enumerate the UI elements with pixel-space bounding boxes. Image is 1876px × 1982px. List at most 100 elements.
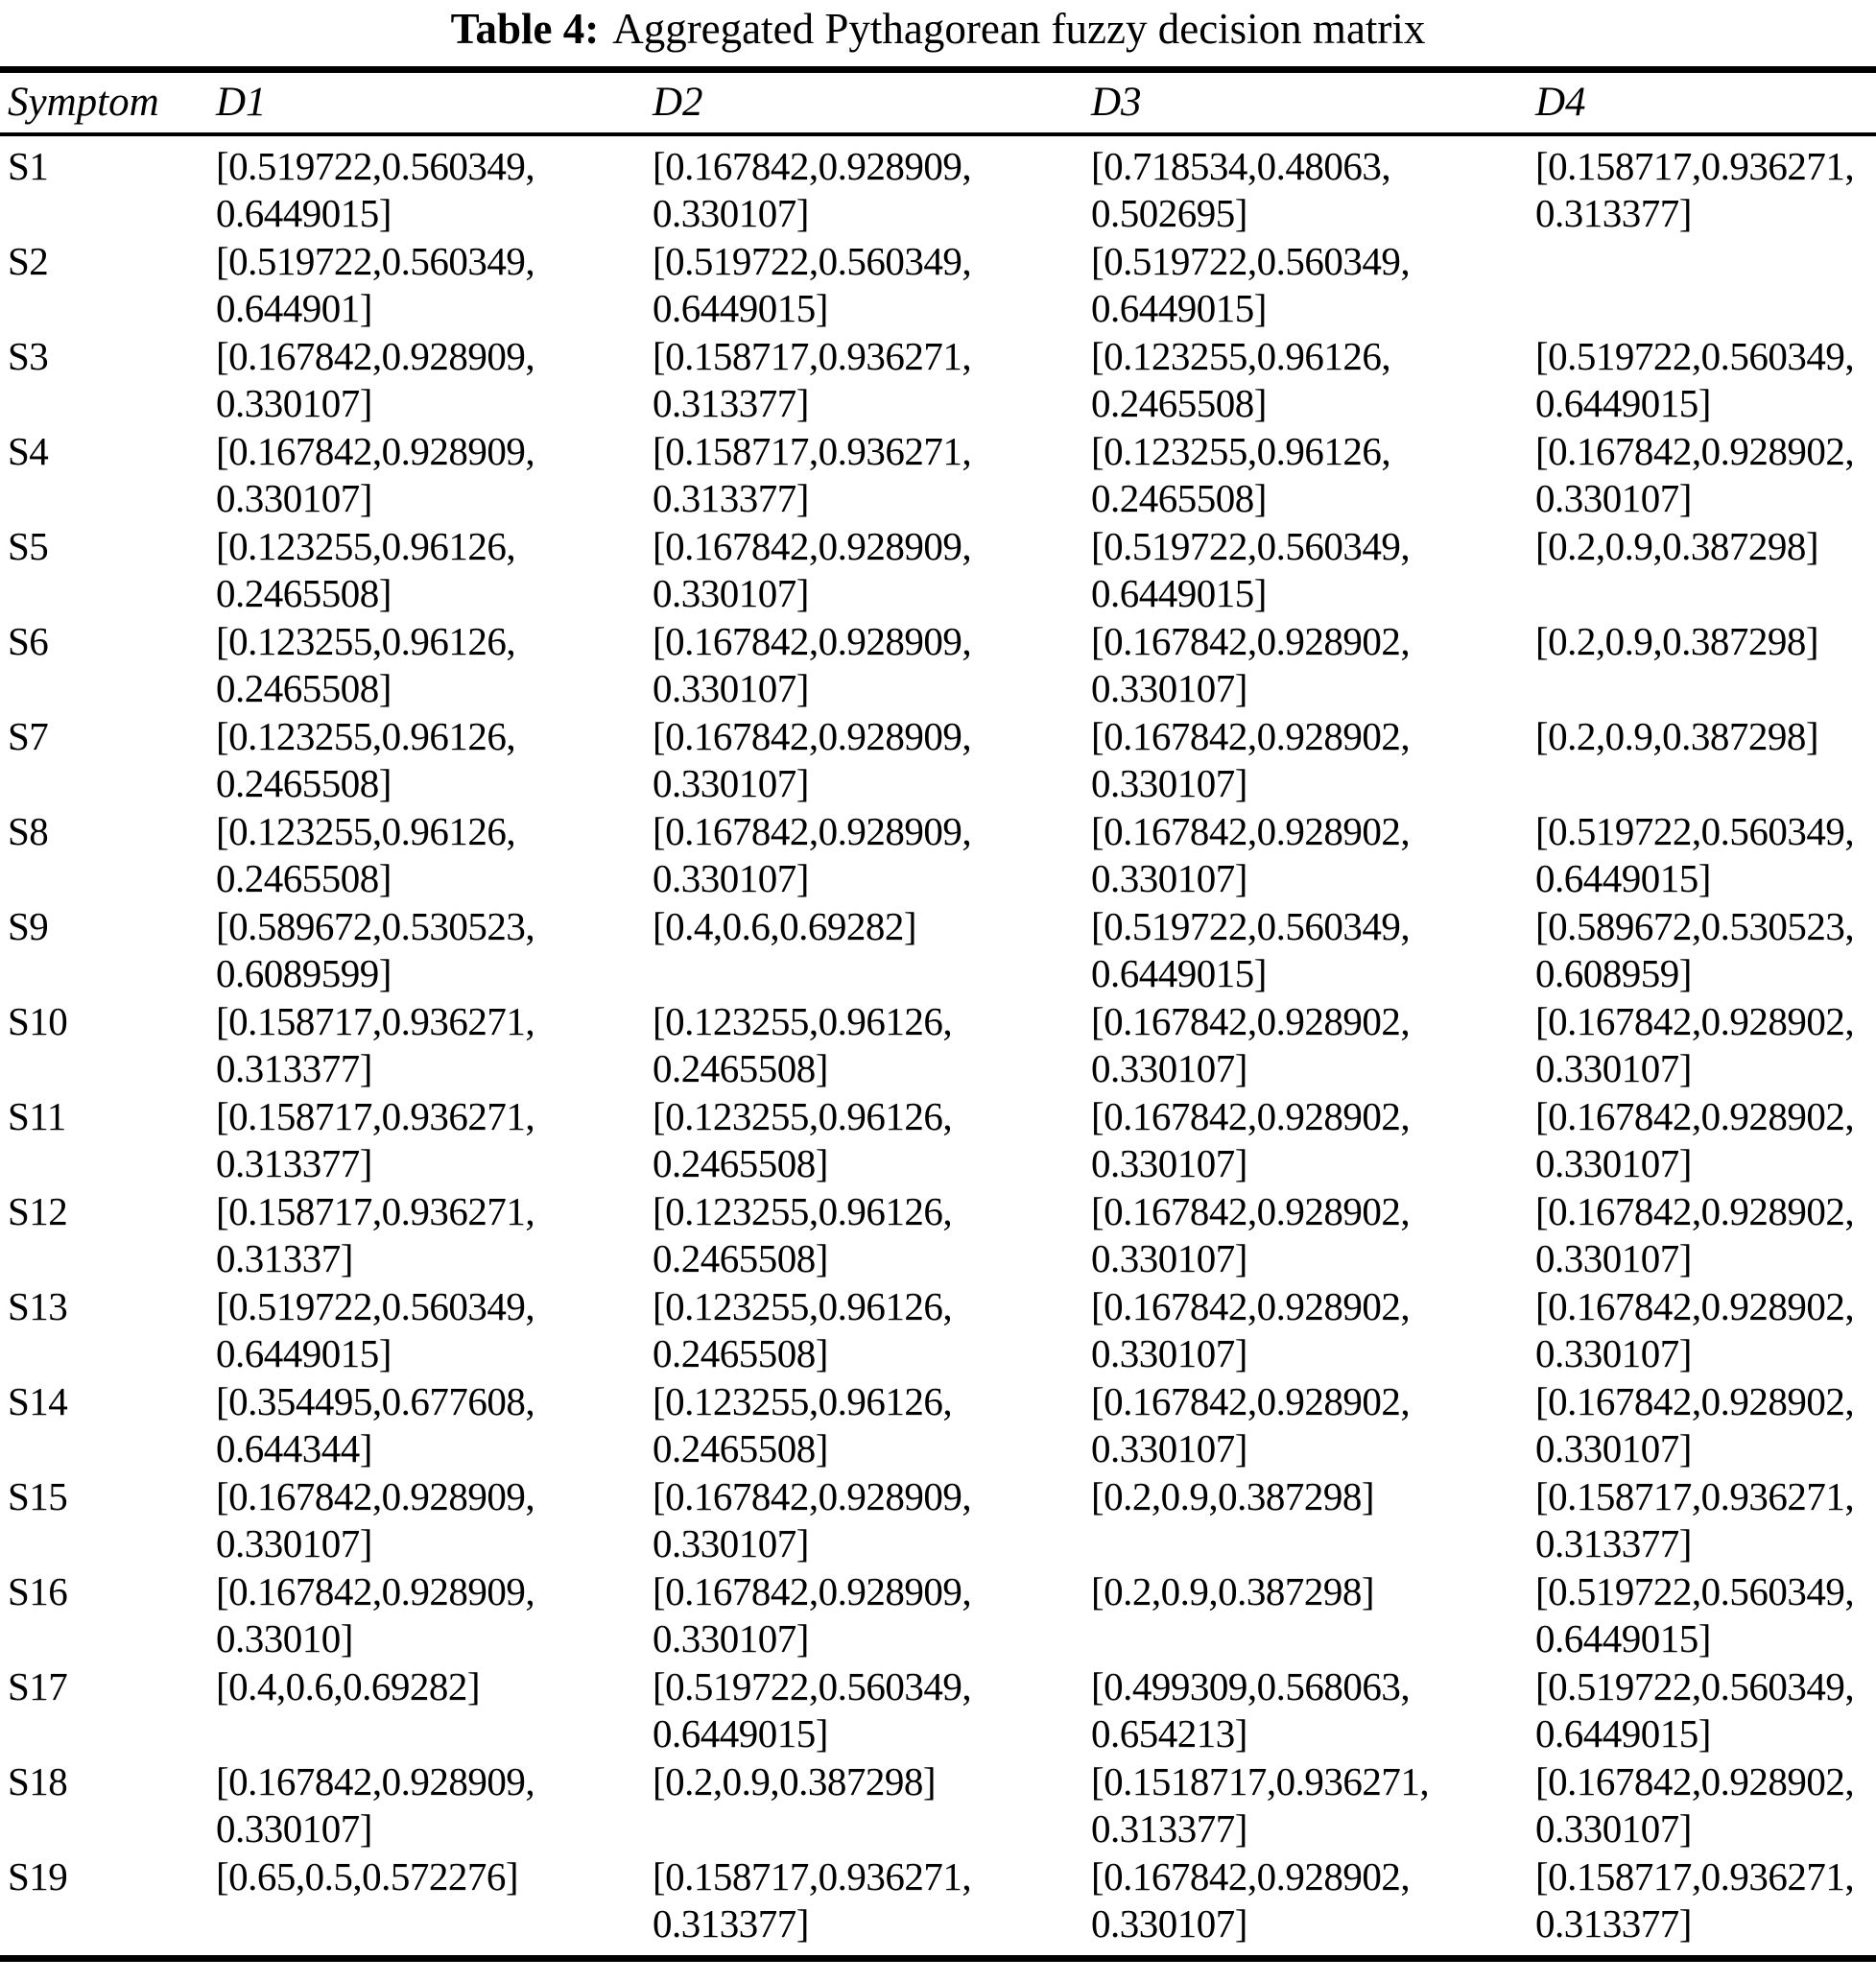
cell-d1: [0.167842,0.928909, 0.330107] bbox=[216, 1758, 653, 1853]
cell-d3: [0.167842,0.928902, 0.330107] bbox=[1091, 1283, 1535, 1378]
cell-d2: [0.519722,0.560349, 0.6449015] bbox=[653, 1663, 1091, 1758]
table-row: S2 [0.519722,0.560349, 0.644901] [0.519722,… bbox=[8, 238, 1876, 333]
cell-d3: [0.1518717,0.936271, 0.313377] bbox=[1091, 1758, 1535, 1853]
cell-line: 0.6449015] bbox=[1535, 381, 1711, 426]
cell-d4 bbox=[1535, 238, 1868, 333]
cell-d3: [0.167842,0.928902, 0.330107] bbox=[1091, 1378, 1535, 1473]
cell-d1: [0.167842,0.928909, 0.33010] bbox=[216, 1568, 653, 1663]
cell-d4: [0.519722,0.560349, 0.6449015] bbox=[1535, 1568, 1868, 1663]
cell-line: 0.6449015] bbox=[1091, 951, 1267, 996]
cell-d2: [0.123255,0.96126, 0.2465508] bbox=[653, 1378, 1091, 1473]
cell-line: 0.6449015] bbox=[1091, 571, 1267, 616]
cell-line: 0.330107] bbox=[1535, 476, 1692, 521]
cell-d1: [0.519722,0.560349, 0.6449015] bbox=[216, 143, 653, 238]
cell-symptom: S16 bbox=[8, 1569, 68, 1613]
cell-line: 0.2465508] bbox=[1091, 476, 1267, 521]
cell-symptom: S13 bbox=[8, 1284, 68, 1328]
cell-symptom: S14 bbox=[8, 1379, 68, 1423]
table-row: S14 [0.354495,0.677608, 0.644344] [0.123255… bbox=[8, 1378, 1876, 1473]
cell-line: 0.330107] bbox=[653, 571, 809, 616]
cell-line: 0.6449015] bbox=[216, 1331, 392, 1376]
cell-line: 0.330107] bbox=[1091, 761, 1247, 806]
column-header-d3: D3 bbox=[1091, 80, 1142, 125]
cell-d2: [0.167842,0.928909, 0.330107] bbox=[653, 713, 1091, 808]
cell-line: 0.313377] bbox=[216, 1046, 372, 1091]
cell-d2: [0.158717,0.936271, 0.313377] bbox=[653, 333, 1091, 428]
cell-d4: [0.2,0.9,0.387298] bbox=[1535, 713, 1868, 808]
cell-symptom: S19 bbox=[8, 1854, 68, 1898]
cell-d3: [0.519722,0.560349, 0.6449015] bbox=[1091, 903, 1535, 998]
cell-line: [0.519722,0.560349, bbox=[653, 1664, 972, 1708]
cell-d2: [0.2,0.9,0.387298] bbox=[653, 1758, 1091, 1853]
cell-d1: [0.167842,0.928909, 0.330107] bbox=[216, 333, 653, 428]
table-row: S12 [0.158717,0.936271, 0.31337] [0.123255,… bbox=[8, 1188, 1876, 1283]
cell-line: 0.330107] bbox=[1091, 1046, 1247, 1091]
cell-line: [0.167842,0.928909, bbox=[216, 334, 535, 378]
cell-d4: [0.519722,0.560349, 0.6449015] bbox=[1535, 333, 1868, 428]
cell-d3: [0.167842,0.928902, 0.330107] bbox=[1091, 618, 1535, 713]
table-row: S3 [0.167842,0.928909, 0.330107] [0.158717,… bbox=[8, 333, 1876, 428]
cell-line: [0.718534,0.48063, bbox=[1091, 144, 1391, 188]
cell-d4: [0.167842,0.928902, 0.330107] bbox=[1535, 1188, 1868, 1283]
cell-d3: [0.123255,0.96126, 0.2465508] bbox=[1091, 333, 1535, 428]
cell-line: [0.167842,0.928902, bbox=[1091, 1379, 1411, 1423]
cell-d3: [0.167842,0.928902, 0.330107] bbox=[1091, 1093, 1535, 1188]
cell-d4: [0.158717,0.936271, 0.313377] bbox=[1535, 1473, 1868, 1568]
cell-line: 0.654213] bbox=[1091, 1711, 1247, 1756]
cell-line: [0.519722,0.560349, bbox=[653, 239, 972, 283]
cell-line: 0.2465508] bbox=[216, 571, 392, 616]
cell-line: [0.519722,0.560349, bbox=[1091, 239, 1411, 283]
cell-d4: [0.167842,0.928902, 0.330107] bbox=[1535, 1283, 1868, 1378]
column-header-symptom: Symptom bbox=[8, 80, 159, 125]
cell-line: [0.158717,0.936271, bbox=[653, 334, 972, 378]
cell-d4: [0.158717,0.936271, 0.313377] bbox=[1535, 143, 1868, 238]
cell-line: 0.330107] bbox=[653, 666, 809, 711]
cell-line: 0.330107] bbox=[653, 856, 809, 901]
cell-line: 0.330107] bbox=[1535, 1426, 1692, 1471]
cell-symptom: S3 bbox=[8, 334, 49, 378]
cell-symptom: S2 bbox=[8, 239, 49, 283]
cell-line: [0.167842,0.928909, bbox=[216, 1569, 535, 1613]
cell-line: 0.2465508] bbox=[1091, 381, 1267, 426]
cell-d3: [0.499309,0.568063, 0.654213] bbox=[1091, 1663, 1535, 1758]
cell-line: [0.2,0.9,0.387298] bbox=[1091, 1474, 1375, 1518]
cell-d1: [0.354495,0.677608, 0.644344] bbox=[216, 1378, 653, 1473]
cell-d4: [0.519722,0.560349, 0.6449015] bbox=[1535, 808, 1868, 903]
cell-d3: [0.167842,0.928902, 0.330107] bbox=[1091, 808, 1535, 903]
cell-symptom: S15 bbox=[8, 1474, 68, 1518]
cell-line: [0.519722,0.560349, bbox=[1535, 334, 1855, 378]
cell-line: [0.158717,0.936271, bbox=[216, 1094, 535, 1138]
cell-line: [0.158717,0.936271, bbox=[1535, 144, 1855, 188]
cell-d2: [0.167842,0.928909, 0.330107] bbox=[653, 808, 1091, 903]
cell-line: [0.167842,0.928909, bbox=[653, 809, 972, 853]
cell-symptom: S7 bbox=[8, 714, 49, 758]
cell-line: 0.313377] bbox=[1535, 1901, 1692, 1946]
table-row: S18 [0.167842,0.928909, 0.330107] [0.2,0.9,… bbox=[8, 1758, 1876, 1853]
cell-line: 0.644344] bbox=[216, 1426, 372, 1471]
cell-d2: [0.4,0.6,0.69282] bbox=[653, 903, 1091, 998]
table-row: S11 [0.158717,0.936271, 0.313377] [0.123255… bbox=[8, 1093, 1876, 1188]
cell-line: 0.330107] bbox=[653, 761, 809, 806]
cell-d2: [0.123255,0.96126, 0.2465508] bbox=[653, 998, 1091, 1093]
cell-line: 0.2465508] bbox=[653, 1236, 828, 1281]
cell-line: 0.330107] bbox=[653, 191, 809, 236]
cell-d1: [0.123255,0.96126, 0.2465508] bbox=[216, 618, 653, 713]
cell-line: 0.330107] bbox=[1091, 1426, 1247, 1471]
cell-line: 0.33010] bbox=[216, 1616, 353, 1661]
cell-d4: [0.2,0.9,0.387298] bbox=[1535, 523, 1868, 618]
cell-d2: [0.167842,0.928909, 0.330107] bbox=[653, 523, 1091, 618]
cell-line: 0.644901] bbox=[216, 286, 372, 331]
cell-d1: [0.123255,0.96126, 0.2465508] bbox=[216, 523, 653, 618]
table-row: S8 [0.123255,0.96126, 0.2465508] [0.167842,… bbox=[8, 808, 1876, 903]
cell-d4: [0.167842,0.928902, 0.330107] bbox=[1535, 1093, 1868, 1188]
cell-line: [0.123255,0.96126, bbox=[653, 1189, 953, 1233]
cell-line: 0.6089599] bbox=[216, 951, 392, 996]
cell-line: 0.330107] bbox=[1535, 1806, 1692, 1851]
cell-symptom: S6 bbox=[8, 619, 49, 663]
cell-line: 0.2465508] bbox=[653, 1141, 828, 1186]
cell-d1: [0.65,0.5,0.572276] bbox=[216, 1853, 653, 1948]
cell-line: 0.330107] bbox=[1535, 1236, 1692, 1281]
cell-line: 0.31337] bbox=[216, 1236, 353, 1281]
table-row: S6 [0.123255,0.96126, 0.2465508] [0.167842,… bbox=[8, 618, 1876, 713]
cell-line: [0.2,0.9,0.387298] bbox=[1091, 1569, 1375, 1613]
